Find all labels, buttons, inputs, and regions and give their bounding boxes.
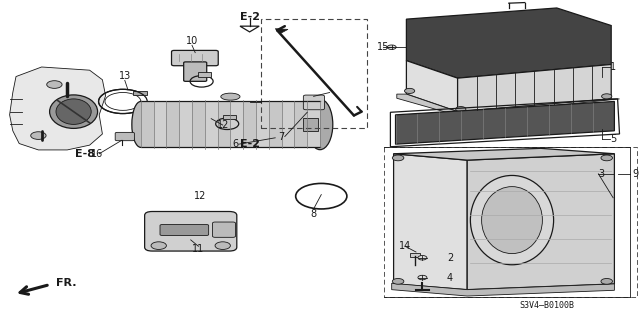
Circle shape: [418, 275, 427, 280]
Circle shape: [602, 94, 612, 99]
Polygon shape: [396, 101, 614, 144]
FancyBboxPatch shape: [410, 253, 420, 257]
Text: E-2: E-2: [239, 11, 260, 22]
FancyBboxPatch shape: [294, 101, 307, 147]
FancyBboxPatch shape: [303, 95, 324, 110]
Text: 15: 15: [376, 42, 389, 52]
Circle shape: [418, 256, 427, 260]
Ellipse shape: [307, 99, 333, 150]
Ellipse shape: [56, 99, 92, 124]
Ellipse shape: [482, 187, 543, 254]
Circle shape: [601, 155, 612, 161]
Polygon shape: [406, 8, 611, 78]
Text: 13: 13: [118, 71, 131, 81]
FancyBboxPatch shape: [160, 225, 209, 235]
Ellipse shape: [221, 93, 240, 100]
Text: E-8: E-8: [75, 149, 95, 159]
Circle shape: [47, 81, 62, 88]
Text: E-2: E-2: [239, 139, 260, 149]
Text: 12: 12: [193, 191, 206, 201]
Text: 2: 2: [447, 253, 453, 263]
Ellipse shape: [132, 101, 150, 147]
Circle shape: [31, 132, 46, 139]
FancyBboxPatch shape: [243, 101, 256, 147]
FancyBboxPatch shape: [303, 118, 318, 131]
Circle shape: [151, 242, 166, 249]
Circle shape: [392, 155, 404, 161]
FancyBboxPatch shape: [145, 211, 237, 251]
FancyBboxPatch shape: [133, 91, 147, 95]
Text: 4: 4: [447, 273, 453, 283]
FancyBboxPatch shape: [172, 50, 218, 66]
FancyBboxPatch shape: [218, 101, 230, 147]
Polygon shape: [392, 283, 614, 296]
Ellipse shape: [470, 175, 554, 265]
Circle shape: [601, 278, 612, 284]
Polygon shape: [467, 154, 614, 290]
Text: 5: 5: [610, 134, 616, 144]
Circle shape: [404, 88, 415, 93]
Polygon shape: [394, 148, 614, 160]
FancyBboxPatch shape: [166, 101, 179, 147]
Text: 6: 6: [232, 139, 239, 149]
Text: 16: 16: [91, 149, 104, 159]
FancyBboxPatch shape: [192, 101, 205, 147]
Text: 9: 9: [632, 169, 639, 179]
Text: 8: 8: [310, 209, 317, 219]
Polygon shape: [458, 64, 611, 112]
Circle shape: [387, 45, 396, 49]
FancyBboxPatch shape: [141, 101, 154, 147]
Text: 3: 3: [598, 169, 605, 179]
FancyBboxPatch shape: [184, 62, 207, 81]
FancyBboxPatch shape: [223, 115, 236, 119]
Ellipse shape: [50, 95, 98, 129]
FancyBboxPatch shape: [212, 222, 236, 237]
Text: 1: 1: [610, 62, 616, 72]
Circle shape: [456, 107, 466, 112]
Polygon shape: [394, 154, 467, 290]
Text: 11: 11: [192, 244, 205, 255]
Text: 7: 7: [278, 131, 285, 142]
Polygon shape: [406, 61, 458, 112]
Circle shape: [392, 278, 404, 284]
FancyBboxPatch shape: [198, 72, 211, 77]
Polygon shape: [397, 94, 620, 115]
Text: 14: 14: [399, 241, 412, 251]
Text: 10: 10: [186, 36, 198, 47]
Text: S3V4–B0100B: S3V4–B0100B: [520, 301, 575, 310]
Polygon shape: [275, 29, 288, 33]
Circle shape: [215, 242, 230, 249]
Polygon shape: [10, 67, 106, 150]
FancyBboxPatch shape: [115, 132, 134, 141]
Text: FR.: FR.: [56, 278, 77, 288]
Text: 12: 12: [216, 120, 229, 130]
FancyBboxPatch shape: [269, 101, 282, 147]
FancyBboxPatch shape: [141, 101, 320, 147]
